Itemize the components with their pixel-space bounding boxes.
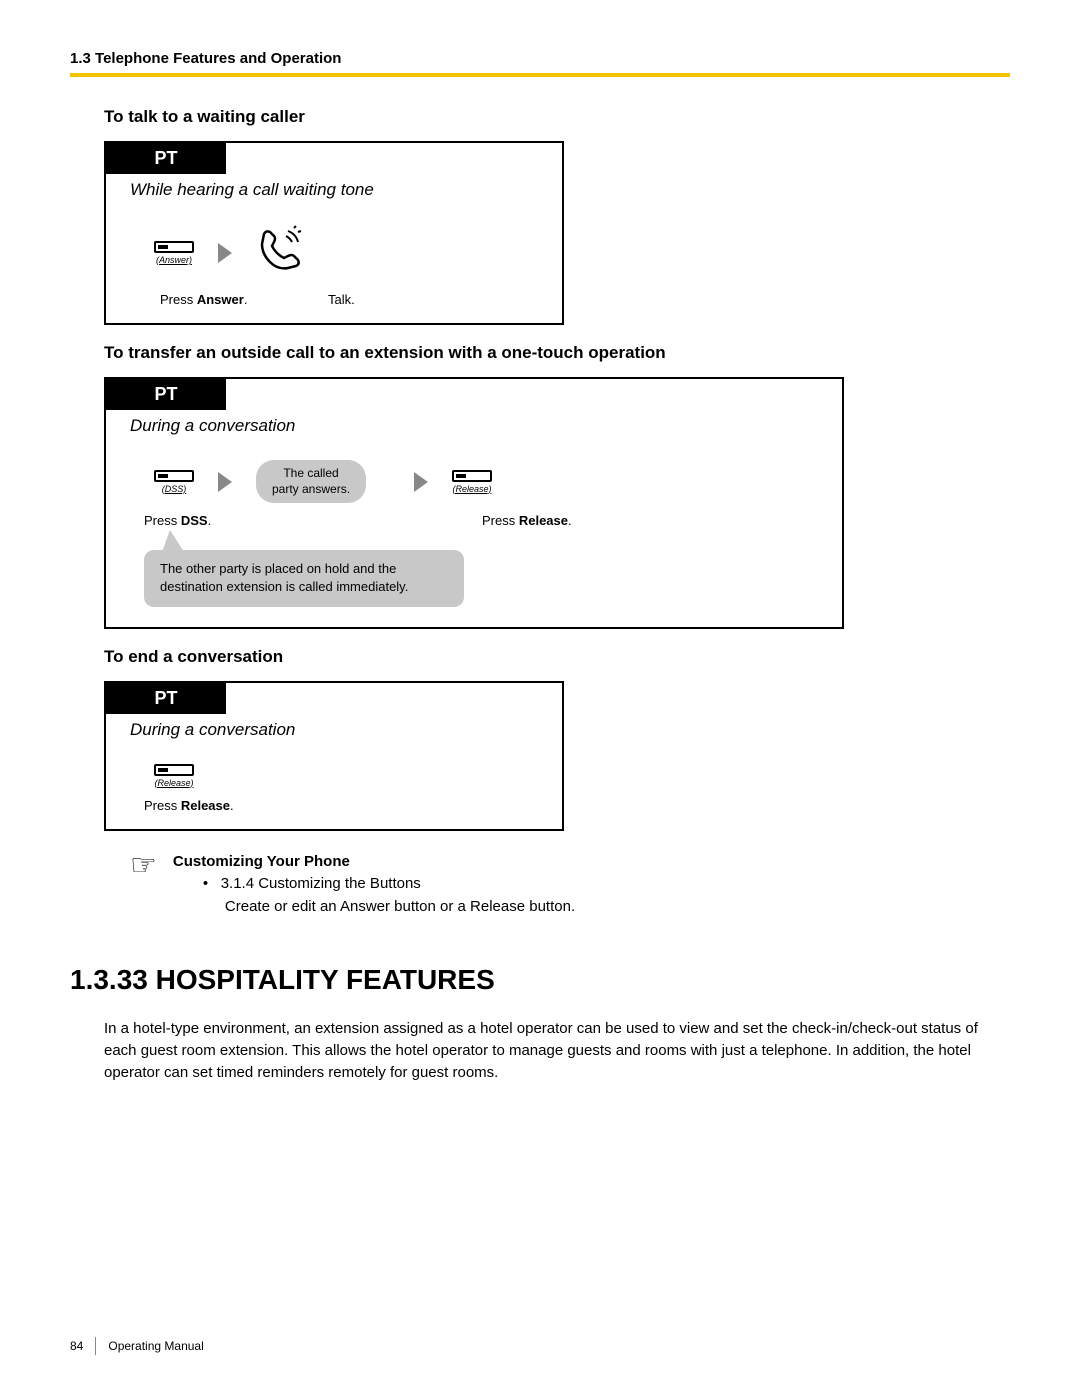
caption-answer: Answer (197, 292, 244, 307)
customize-line1: 3.1.4 Customizing the Buttons (221, 875, 421, 892)
bubble-line2: party answers. (272, 482, 350, 496)
release-button-icon: (Release) (452, 470, 492, 494)
footer-title: Operating Manual (108, 1339, 203, 1353)
sub2-title: To transfer an outside call to an extens… (104, 343, 1010, 363)
answer-button-icon: (Answer) (154, 241, 194, 265)
dss-button-label: (DSS) (162, 484, 187, 494)
caption-dot: . (244, 292, 248, 307)
release-button-label: (Release) (154, 778, 193, 788)
customize-title: Customizing Your Phone (173, 851, 575, 874)
divider-rule (70, 73, 1010, 77)
sub1-title: To talk to a waiting caller (104, 107, 1010, 127)
party-answers-bubble: The called party answers. (256, 460, 366, 503)
caption-dot: . (568, 513, 572, 528)
pointing-hand-icon: ☞ (130, 851, 157, 881)
pt-badge: PT (106, 683, 226, 714)
customize-block: ☞ Customizing Your Phone • 3.1.4 Customi… (130, 851, 1010, 919)
caption-dot: . (230, 798, 234, 813)
box-waiting-caller: PT While hearing a call waiting tone (An… (104, 141, 564, 325)
handset-icon (256, 224, 304, 282)
callout-hold: The other party is placed on hold and th… (144, 550, 464, 606)
caption-talk: Talk. (328, 292, 355, 307)
pt-badge: PT (106, 379, 226, 410)
context-text: While hearing a call waiting tone (106, 174, 562, 206)
box-transfer: PT During a conversation (DSS) The calle… (104, 377, 844, 629)
header-section: 1.3 Telephone Features and Operation (70, 50, 1010, 67)
bullet: • (203, 875, 208, 892)
caption-press: Press (482, 513, 519, 528)
caption-dss: DSS (181, 513, 208, 528)
answer-button-label: (Answer) (156, 255, 192, 265)
caption-dot: . (208, 513, 212, 528)
caption-press: Press (144, 513, 181, 528)
box-end: PT During a conversation (Release) Press… (104, 681, 564, 831)
page-number: 84 (70, 1339, 83, 1353)
caption-press: Press (160, 292, 197, 307)
sub3-title: To end a conversation (104, 647, 1010, 667)
pt-badge: PT (106, 143, 226, 174)
hospitality-title: 1.3.33 HOSPITALITY FEATURES (70, 964, 1010, 996)
bubble-line1: The called (283, 466, 338, 480)
context-text: During a conversation (106, 714, 562, 746)
context-text: During a conversation (106, 410, 842, 442)
arrow-icon (218, 243, 232, 263)
caption-release: Release (181, 798, 230, 813)
release-button-icon: (Release) (154, 764, 194, 788)
dss-button-icon: (DSS) (154, 470, 194, 494)
customize-line2: Create or edit an Answer button or a Rel… (225, 896, 575, 919)
hospitality-body: In a hotel-type environment, an extensio… (104, 1018, 1010, 1083)
page-footer: 84 Operating Manual (70, 1337, 204, 1355)
caption-press: Press (144, 798, 181, 813)
caption-release: Release (519, 513, 568, 528)
arrow-icon (414, 472, 428, 492)
footer-divider (95, 1337, 96, 1355)
arrow-icon (218, 472, 232, 492)
release-button-label: (Release) (453, 484, 492, 494)
